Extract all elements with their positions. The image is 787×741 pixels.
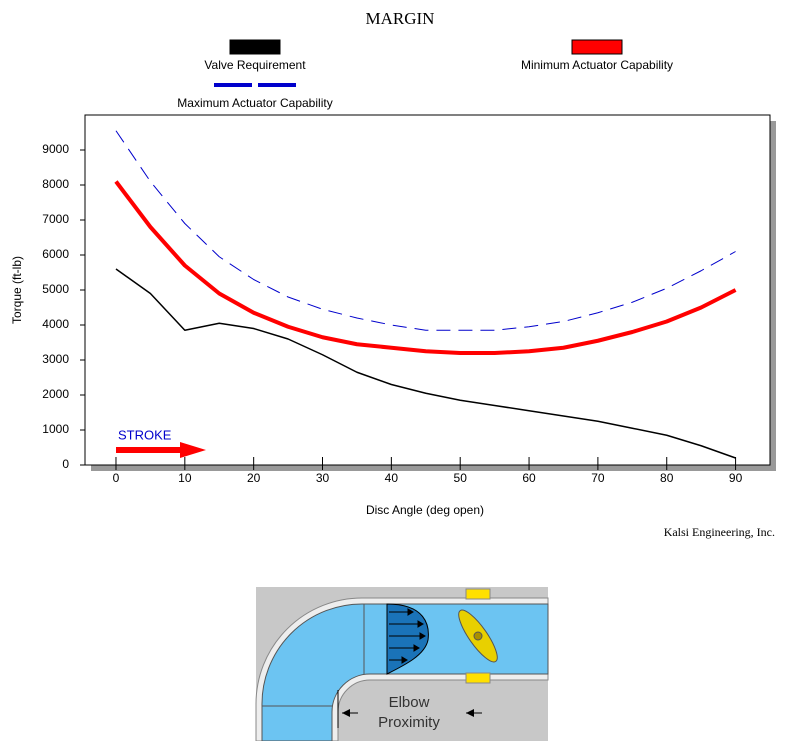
legend-swatch (258, 83, 296, 87)
legend: Valve Requirement Minimum Actuator Capabi… (177, 40, 673, 110)
x-axis-label: Disc Angle (deg open) (366, 503, 484, 517)
flange (466, 589, 490, 599)
x-tick-label: 70 (591, 471, 605, 485)
legend-swatch (214, 83, 252, 87)
y-tick-label: 4000 (42, 317, 69, 331)
x-tick-label: 20 (247, 471, 261, 485)
x-tick-label: 40 (385, 471, 399, 485)
page: MARGIN Disc Angle (deg open) Torque (ft-… (0, 0, 787, 741)
legend-swatch (572, 40, 622, 54)
diagram-label: Elbow (389, 694, 430, 711)
x-tick-label: 80 (660, 471, 674, 485)
legend-swatch (230, 40, 280, 54)
y-tick-label: 5000 (42, 282, 69, 296)
legend-label: Maximum Actuator Capability (177, 96, 332, 110)
x-tick-label: 10 (178, 471, 192, 485)
y-tick-label: 6000 (42, 247, 69, 261)
y-tick-label: 2000 (42, 387, 69, 401)
x-tick-label: 0 (113, 471, 120, 485)
x-tick-label: 30 (316, 471, 330, 485)
x-tick-label: 60 (522, 471, 536, 485)
x-tick-label: 50 (454, 471, 468, 485)
x-tick-label: 90 (729, 471, 743, 485)
legend-label: Minimum Actuator Capability (521, 58, 673, 72)
diagram-label: Proximity (378, 714, 440, 731)
y-axis-label: Torque (ft-lb) (10, 256, 24, 324)
legend-label: Valve Requirement (204, 58, 306, 72)
y-tick-label: 1000 (42, 422, 69, 436)
elbow-diagram: Elbow Proximity (256, 587, 548, 741)
y-tick-label: 7000 (42, 212, 69, 226)
plot-area (85, 115, 770, 465)
y-tick-label: 8000 (42, 177, 69, 191)
y-tick-label: 9000 (42, 142, 69, 156)
credit: Kalsi Engineering, Inc. (664, 525, 775, 539)
valve-stem (474, 632, 482, 640)
stroke-arrow (116, 447, 182, 453)
y-tick-label: 3000 (42, 352, 69, 366)
stroke-annotation: STROKE (118, 427, 172, 442)
chart-title: MARGIN (366, 9, 435, 28)
y-tick-label: 0 (62, 457, 69, 471)
flange (466, 673, 490, 683)
